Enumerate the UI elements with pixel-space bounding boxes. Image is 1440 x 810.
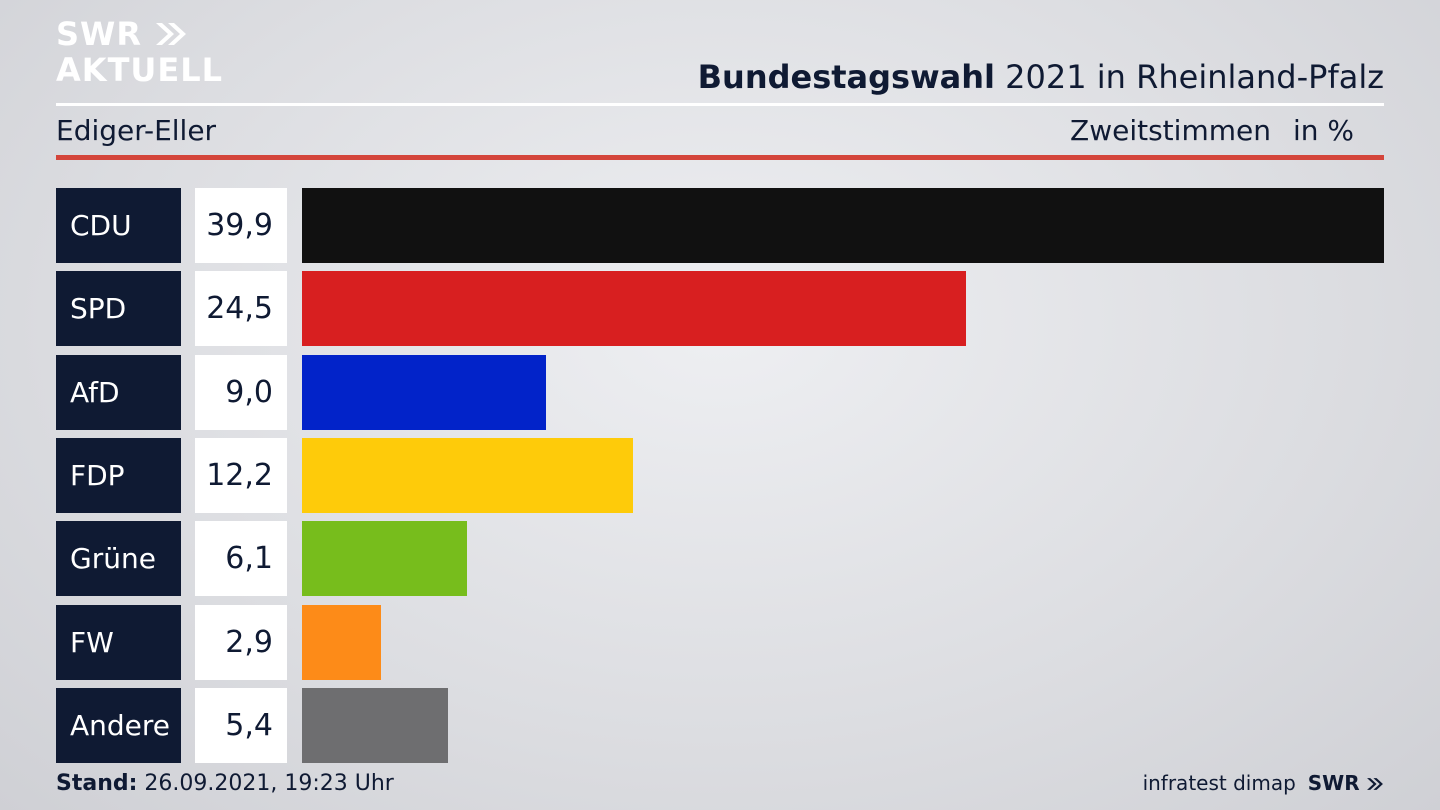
party-label: Andere: [56, 688, 181, 763]
bar: [302, 355, 546, 430]
bar: [302, 188, 1384, 263]
source-credit: infratest dimap SWR: [1143, 771, 1384, 795]
stand-value: 26.09.2021, 19:23 Uhr: [137, 771, 394, 796]
timestamp: Stand: 26.09.2021, 19:23 Uhr: [56, 771, 394, 796]
logo-text-aktuell: AKTUELL: [56, 51, 224, 89]
value-label: 2,9: [195, 605, 287, 680]
party-label: FW: [56, 605, 181, 680]
value-label: 6,1: [195, 521, 287, 596]
value-label: 24,5: [195, 271, 287, 346]
brand-swr: SWR: [1307, 771, 1360, 795]
page-title: Bundestagswahl 2021 in Rheinland-Pfalz: [698, 58, 1384, 96]
double-chevron-icon: [1367, 778, 1383, 790]
measure-label: Zweitstimmen in %: [1070, 114, 1354, 147]
measure-name: Zweitstimmen: [1070, 114, 1271, 147]
title-rest: 2021 in Rheinland-Pfalz: [995, 58, 1384, 96]
bar: [302, 438, 633, 513]
party-label: CDU: [56, 188, 181, 263]
bar: [302, 605, 381, 680]
source-name: infratest dimap: [1142, 771, 1296, 795]
value-label: 9,0: [195, 355, 287, 430]
header-divider: [56, 103, 1384, 106]
value-label: 5,4: [195, 688, 287, 763]
party-label: FDP: [56, 438, 181, 513]
bar: [302, 271, 966, 346]
double-chevron-icon: [156, 23, 187, 45]
measure-unit: in %: [1292, 114, 1354, 147]
party-label: Grüne: [56, 521, 181, 596]
party-label: AfD: [56, 355, 181, 430]
bar: [302, 521, 467, 596]
title-bold: Bundestagswahl: [697, 58, 995, 96]
value-label: 39,9: [195, 188, 287, 263]
place-name: Ediger-Eller: [56, 114, 217, 147]
stand-label: Stand:: [56, 771, 138, 796]
logo-text-swr: SWR: [56, 15, 142, 53]
swr-aktuell-logo: SWR AKTUELL: [56, 16, 223, 88]
value-label: 12,2: [195, 438, 287, 513]
accent-divider: [56, 155, 1384, 160]
party-label: SPD: [56, 271, 181, 346]
bar: [302, 688, 448, 763]
